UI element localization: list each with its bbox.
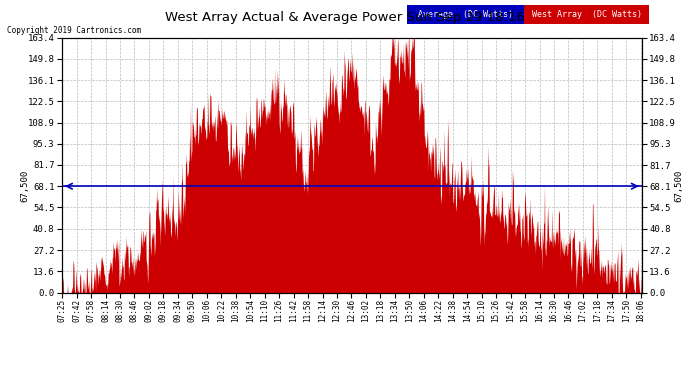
Text: 67,500: 67,500 (675, 170, 684, 202)
Text: West Array  (DC Watts): West Array (DC Watts) (531, 10, 642, 19)
Text: Copyright 2019 Cartronics.com: Copyright 2019 Cartronics.com (7, 26, 141, 35)
Text: Average  (DC Watts): Average (DC Watts) (418, 10, 513, 19)
Text: 67,500: 67,500 (20, 170, 29, 202)
Text: West Array Actual & Average Power Sun Sep 29 18:16: West Array Actual & Average Power Sun Se… (165, 11, 525, 24)
